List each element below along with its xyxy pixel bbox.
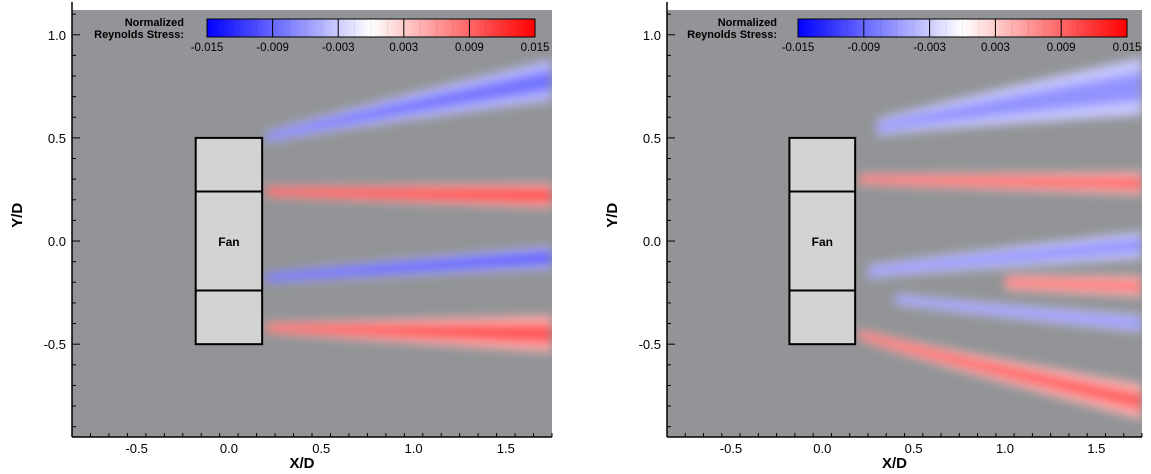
- x-tick-label: 0.5: [312, 441, 330, 456]
- contour-background: [72, 10, 552, 437]
- y-tick-label: -0.5: [44, 337, 66, 352]
- reynolds-stress-panel-right: Fan -0.5 0.0 0.5 1.0 1.5 -0.5 0.0 0.5 1.0 X/D Y/D -0…: [604, 2, 1143, 472]
- colorbar-tick-label: 0.003: [389, 42, 418, 54]
- x-tick-label: -0.5: [720, 441, 742, 456]
- x-tick-label: 1.5: [497, 441, 515, 456]
- contour-band-core: [858, 331, 1142, 411]
- x-tick-label: 0.0: [813, 441, 831, 456]
- x-tick-label: 1.0: [996, 441, 1014, 456]
- colorbar-tick-label: 0.003: [981, 42, 1010, 54]
- y-tick-label: 0.5: [48, 131, 66, 146]
- colorbar-tick-label: 0.009: [455, 42, 484, 54]
- colorbar-tick-label: -0.003: [322, 42, 355, 54]
- colorbar-title: Reynolds Stress:: [94, 29, 184, 41]
- contour-band-core: [877, 71, 1142, 132]
- x-tick-label: 1.0: [404, 441, 422, 456]
- contour-field: [265, 59, 552, 353]
- colorbar-tick-label: 0.009: [1047, 42, 1076, 54]
- contour-field: [858, 57, 1142, 420]
- x-tick-label: 0.0: [220, 441, 238, 456]
- contour-band-core: [265, 188, 552, 202]
- contour-band-core: [868, 238, 1142, 276]
- colorbar-tick-label: -0.015: [782, 42, 815, 54]
- contour-band-core: [265, 251, 552, 281]
- x-tick-label: -0.5: [125, 441, 147, 456]
- colorbar-tick-label: 0.015: [1113, 42, 1142, 54]
- y-tick-label: -0.5: [639, 337, 661, 352]
- x-tick-label: 0.5: [905, 441, 923, 456]
- contour-band-core: [1005, 278, 1142, 292]
- y-tick-label: 0.0: [48, 234, 66, 249]
- fan-box: [194, 136, 264, 346]
- colorbar-tick-label: -0.009: [256, 42, 289, 54]
- y-tick-label: 0.0: [643, 234, 661, 249]
- colorbar-tick-label: -0.015: [191, 42, 224, 54]
- y-tick-label: 1.0: [48, 28, 66, 43]
- colorbar-title: Normalized: [125, 17, 184, 29]
- x-tick-label: 1.5: [1087, 441, 1105, 456]
- contour-band-core: [895, 296, 1142, 328]
- y-axis-label: Y/D: [604, 203, 621, 228]
- reynolds-stress-panel-left: Fan -0.5 0.0 0.5 1.0 1.5 -0.5 0.0 0.5 1.0 X/D Y/D -0…: [9, 2, 553, 472]
- contour-band-core: [265, 69, 552, 141]
- colorbar-tick-label: 0.015: [521, 42, 550, 54]
- contour-band-core: [858, 176, 1142, 189]
- colorbar-tick-label: -0.003: [913, 42, 946, 54]
- y-axis-label: Y/D: [9, 203, 26, 228]
- y-tick-label: 1.0: [643, 28, 661, 43]
- colorbar-tick-label: -0.009: [847, 42, 880, 54]
- x-axis-label: X/D: [882, 455, 907, 472]
- colorbar-legend: -0.015 -0.009 -0.003 0.003 0.009 0.015 Normali…: [94, 17, 549, 54]
- colorbar-title: Normalized: [718, 17, 777, 29]
- y-tick-label: 0.5: [643, 131, 661, 146]
- fan-label: Fan: [218, 235, 239, 249]
- colorbar-legend: -0.015 -0.009 -0.003 0.003 0.009 0.015 Normali…: [687, 17, 1141, 54]
- colorbar-title: Reynolds Stress:: [687, 29, 777, 41]
- contour-band-core: [265, 324, 552, 344]
- x-axis-label: X/D: [289, 455, 314, 472]
- fan-label: Fan: [812, 235, 833, 249]
- fan-box: [788, 136, 857, 346]
